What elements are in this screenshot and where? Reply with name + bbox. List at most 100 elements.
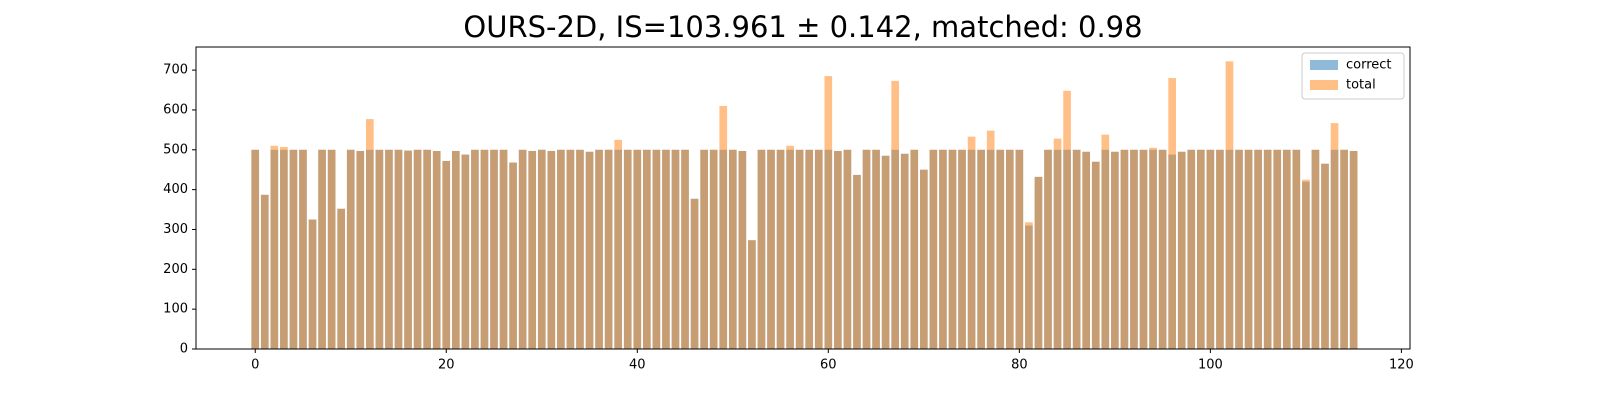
y-tick-label: 700 (163, 63, 188, 78)
bar (356, 150, 365, 349)
bar (585, 151, 594, 349)
bar (671, 149, 680, 349)
legend-swatch (1310, 80, 1338, 90)
bar (929, 149, 938, 349)
bar (451, 150, 460, 349)
x-tick-label: 0 (251, 358, 259, 373)
bar (385, 149, 393, 349)
bar (537, 149, 546, 349)
y-tick-label: 200 (163, 262, 188, 277)
bar (843, 149, 852, 349)
bar (700, 149, 708, 349)
bar (595, 149, 603, 349)
bar (1034, 176, 1043, 349)
x-tick-label: 80 (1011, 358, 1028, 373)
bar (881, 155, 890, 349)
bar (824, 76, 833, 349)
bar (1273, 149, 1282, 349)
bar (767, 149, 775, 349)
bar (557, 149, 565, 349)
bar (251, 149, 260, 349)
bar (967, 136, 976, 349)
bar (977, 149, 985, 349)
bar (566, 149, 575, 349)
bar (1101, 134, 1110, 349)
bar (528, 150, 537, 349)
bar (1206, 149, 1215, 349)
bar (1216, 149, 1224, 349)
bar (318, 149, 326, 349)
bar (1130, 149, 1138, 349)
x-tick-label: 20 (438, 358, 455, 373)
bar (1063, 90, 1071, 349)
bar (423, 149, 431, 349)
bar (719, 105, 728, 349)
bar (480, 149, 489, 349)
bar (1254, 149, 1262, 349)
bar (327, 149, 336, 349)
bar (920, 169, 928, 349)
bar (576, 149, 584, 349)
bar (681, 149, 689, 349)
bar (643, 149, 651, 349)
plot-frame (195, 46, 1411, 350)
bar (1158, 149, 1167, 349)
bar (260, 194, 269, 349)
bar (814, 149, 823, 349)
bar (910, 149, 919, 349)
bar (834, 150, 842, 349)
bar (1025, 222, 1033, 349)
bar (1053, 138, 1062, 349)
bar (795, 149, 804, 349)
bar (366, 119, 374, 349)
bar (652, 149, 661, 349)
bar (1349, 150, 1358, 349)
bar (1244, 149, 1253, 349)
bar (1302, 179, 1310, 349)
bar (394, 149, 403, 349)
bar (709, 149, 718, 349)
bar (1225, 61, 1234, 349)
bar (1168, 78, 1176, 350)
y-tick-label: 300 (163, 222, 188, 237)
bar (1072, 149, 1081, 349)
x-tick-label: 40 (629, 358, 646, 373)
bar (270, 145, 279, 349)
bar (1120, 149, 1129, 349)
bar (948, 149, 957, 349)
bar (1330, 123, 1339, 349)
bar (509, 162, 517, 349)
bar (872, 149, 880, 349)
bar (728, 149, 737, 349)
bar (547, 150, 556, 349)
bar (461, 154, 470, 349)
bar (776, 149, 785, 349)
chart-title: OURS-2D, IS=103.961 ± 0.142, matched: 0.… (463, 10, 1142, 44)
bar (1015, 149, 1024, 349)
bar (662, 149, 670, 349)
bar (1177, 151, 1186, 349)
bar (432, 150, 441, 349)
bar (1311, 149, 1320, 349)
bar (1082, 151, 1091, 349)
bar (1187, 149, 1196, 349)
bar (1111, 151, 1119, 349)
legend-label: correct (1346, 58, 1392, 73)
bar (891, 80, 899, 350)
bar (939, 149, 947, 349)
bar (413, 149, 422, 349)
bar (604, 149, 613, 349)
y-tick-label: 500 (163, 142, 188, 157)
bar (862, 149, 871, 349)
bar (786, 145, 794, 349)
bar (614, 139, 622, 349)
bar (490, 149, 498, 349)
bar (1149, 147, 1157, 349)
bar (1005, 149, 1014, 349)
bar (1044, 149, 1052, 349)
y-tick-label: 400 (163, 182, 188, 197)
y-tick-label: 600 (163, 102, 188, 117)
bar (623, 149, 632, 349)
bar (1235, 149, 1243, 349)
bar (1340, 149, 1348, 349)
